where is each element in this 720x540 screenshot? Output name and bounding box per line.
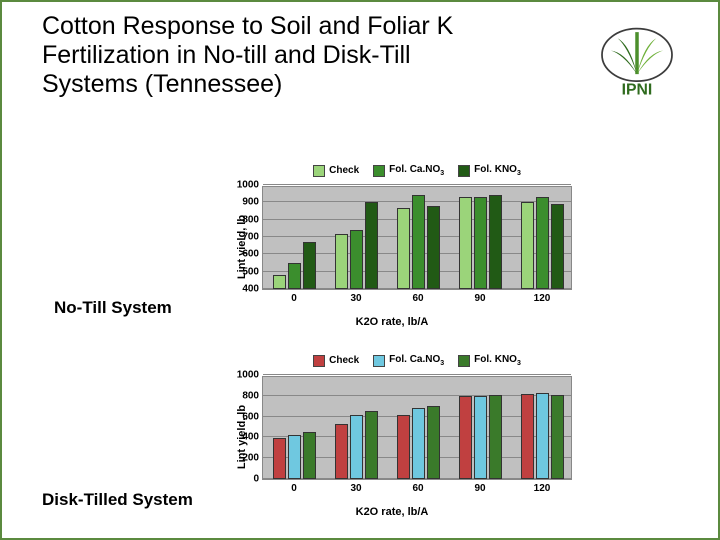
y-tick-label: 0 <box>253 474 263 485</box>
bar <box>536 197 549 289</box>
bar <box>521 202 534 289</box>
bar <box>427 206 440 289</box>
legend-label: Fol. KNO3 <box>474 354 521 367</box>
x-tick-label: 120 <box>534 289 551 304</box>
x-tick-label: 60 <box>412 479 423 494</box>
chart-legend: Check Fol. Ca.NO3 Fol. KNO3 <box>262 354 572 367</box>
x-tick-label: 90 <box>474 479 485 494</box>
legend-swatch <box>458 165 470 177</box>
no-till-label: No-Till System <box>54 298 172 318</box>
bar <box>412 408 425 479</box>
bar-group <box>521 197 564 289</box>
bar <box>303 242 316 289</box>
no-till-chart: Check Fol. Ca.NO3 Fol. KNO3 400500600700800… <box>202 162 582 332</box>
y-tick-label: 1000 <box>237 180 263 191</box>
legend-item: Check <box>313 354 359 367</box>
legend-label: Check <box>329 355 359 366</box>
bar-group <box>521 393 564 479</box>
bar-group <box>459 195 502 289</box>
bar-group <box>335 202 378 289</box>
legend-label: Fol. Ca.NO3 <box>389 354 444 367</box>
bar <box>474 396 487 479</box>
bar <box>459 197 472 289</box>
bar-group <box>397 195 440 289</box>
bar <box>489 395 502 479</box>
x-tick-label: 120 <box>534 479 551 494</box>
x-tick-label: 0 <box>291 289 297 304</box>
bar <box>397 415 410 479</box>
legend-swatch <box>313 165 325 177</box>
bar <box>521 394 534 479</box>
legend-swatch <box>458 355 470 367</box>
bar <box>273 438 286 479</box>
plot-area: 40050060070080090010000306090120 <box>262 186 572 290</box>
legend-label: Fol. Ca.NO3 <box>389 164 444 177</box>
bar <box>412 195 425 289</box>
bar <box>551 204 564 289</box>
x-tick-label: 90 <box>474 289 485 304</box>
ipni-logo: IPNI <box>592 26 682 96</box>
y-tick-label: 1000 <box>237 370 263 381</box>
legend-item: Fol. Ca.NO3 <box>373 164 444 177</box>
y-tick-label: 900 <box>242 197 263 208</box>
legend-item: Check <box>313 164 359 177</box>
x-tick-label: 0 <box>291 479 297 494</box>
bar <box>288 435 301 479</box>
legend-item: Fol. Ca.NO3 <box>373 354 444 367</box>
bar-group <box>459 395 502 479</box>
bar <box>397 208 410 289</box>
bar <box>350 415 363 479</box>
legend-swatch <box>373 165 385 177</box>
x-tick-label: 30 <box>350 479 361 494</box>
y-tick-label: 400 <box>242 284 263 295</box>
plot-area: 020040060080010000306090120 <box>262 376 572 480</box>
grid-line: 1000 <box>263 374 571 375</box>
x-tick-label: 60 <box>412 289 423 304</box>
y-tick-label: 800 <box>242 390 263 401</box>
page-title: Cotton Response to Soil and Foliar K Fer… <box>42 12 508 98</box>
bar <box>273 275 286 289</box>
logo-text: IPNI <box>622 81 653 96</box>
bar <box>489 195 502 289</box>
bar <box>303 432 316 479</box>
title-text: Cotton Response to Soil and Foliar K Fer… <box>42 12 508 98</box>
grid-line: 1000 <box>263 184 571 185</box>
legend-label: Check <box>329 165 359 176</box>
bar <box>459 396 472 479</box>
disk-till-chart: Check Fol. Ca.NO3 Fol. KNO3 020040060080010… <box>202 352 582 522</box>
bar-group <box>335 411 378 479</box>
x-axis-label: K2O rate, lb/A <box>356 316 429 328</box>
bar <box>536 393 549 479</box>
chart-legend: Check Fol. Ca.NO3 Fol. KNO3 <box>262 164 572 177</box>
bar <box>335 234 348 289</box>
legend-swatch <box>373 355 385 367</box>
bar <box>365 411 378 479</box>
bar-group <box>273 432 316 479</box>
legend-label: Fol. KNO3 <box>474 164 521 177</box>
bar <box>474 197 487 289</box>
bar <box>365 202 378 289</box>
bar <box>551 395 564 479</box>
legend-item: Fol. KNO3 <box>458 164 521 177</box>
bar-group <box>273 242 316 289</box>
bar <box>350 230 363 289</box>
x-axis-label: K2O rate, lb/A <box>356 506 429 518</box>
legend-swatch <box>313 355 325 367</box>
bar <box>335 424 348 479</box>
bar <box>427 406 440 479</box>
disk-till-label: Disk-Tilled System <box>42 490 193 510</box>
bar-group <box>397 406 440 479</box>
y-axis-label: Lint yield, lb <box>236 405 248 469</box>
x-tick-label: 30 <box>350 289 361 304</box>
bar <box>288 263 301 289</box>
legend-item: Fol. KNO3 <box>458 354 521 367</box>
y-axis-label: Lint yield, lb <box>236 215 248 279</box>
